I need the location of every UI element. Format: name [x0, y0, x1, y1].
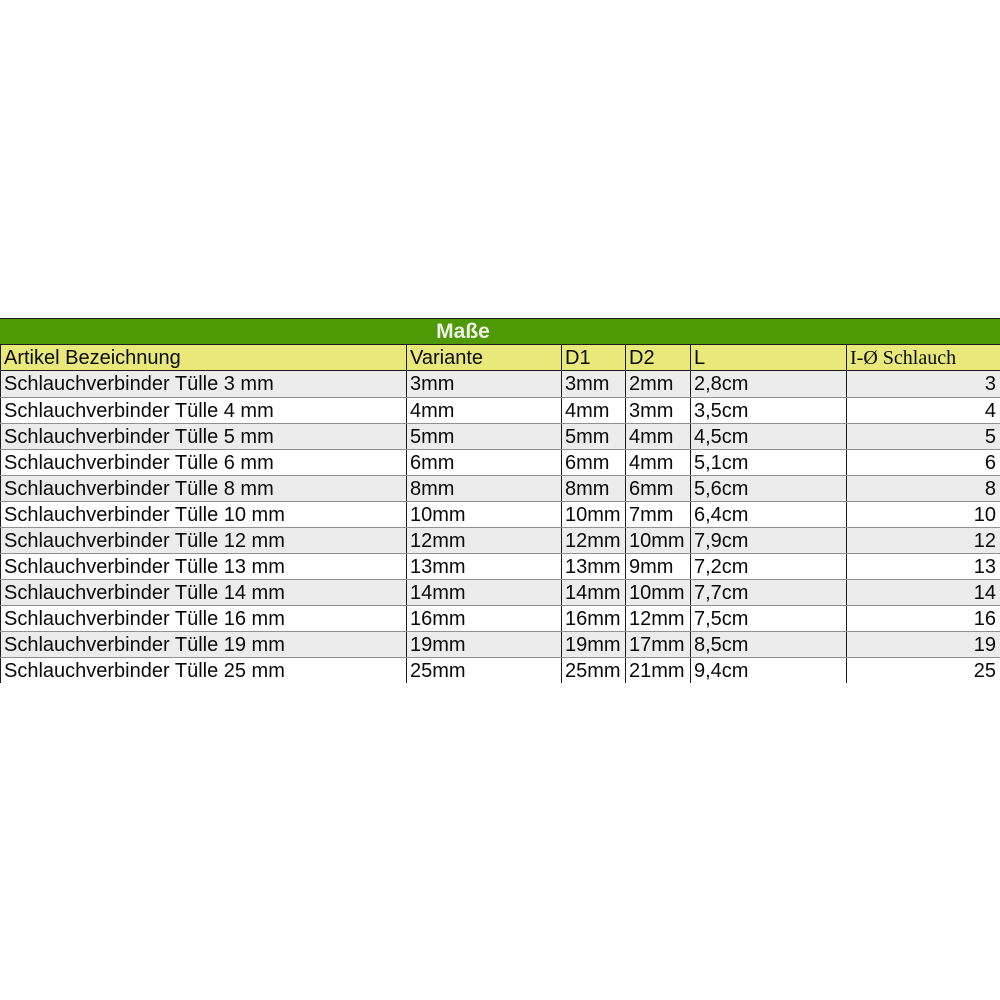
cell-schlauch-diameter: 12: [846, 528, 1000, 553]
column-header-artikel-bezeichnung: Artikel Bezeichnung: [0, 345, 406, 370]
cell-d1: 16mm: [561, 606, 625, 631]
cell-l: 9,4cm: [690, 658, 846, 683]
column-header-d2: D2: [625, 345, 690, 370]
column-header-l: L: [690, 345, 846, 370]
cell-variante: 3mm: [406, 371, 561, 397]
table-row: Schlauchverbinder Tülle 4 mm 4mm 4mm 3mm…: [0, 397, 1000, 423]
column-header-d1: D1: [561, 345, 625, 370]
cell-variante: 25mm: [406, 658, 561, 683]
cell-d1: 5mm: [561, 424, 625, 449]
dimensions-table: Maße Artikel Bezeichnung Variante D1 D2 …: [0, 318, 1000, 683]
cell-d2: 10mm: [625, 528, 690, 553]
cell-l: 7,7cm: [690, 580, 846, 605]
cell-d1: 13mm: [561, 554, 625, 579]
cell-d2: 4mm: [625, 450, 690, 475]
cell-l: 7,2cm: [690, 554, 846, 579]
cell-schlauch-diameter: 25: [846, 658, 1000, 683]
cell-schlauch-diameter: 5: [846, 424, 1000, 449]
table-row: Schlauchverbinder Tülle 5 mm 5mm 5mm 4mm…: [0, 423, 1000, 449]
cell-d1: 19mm: [561, 632, 625, 657]
table-row: Schlauchverbinder Tülle 14 mm 14mm 14mm …: [0, 579, 1000, 605]
cell-l: 7,5cm: [690, 606, 846, 631]
cell-variante: 4mm: [406, 398, 561, 423]
cell-l: 4,5cm: [690, 424, 846, 449]
table-header-row: Artikel Bezeichnung Variante D1 D2 L I-Ø…: [0, 344, 1000, 371]
cell-variante: 16mm: [406, 606, 561, 631]
cell-artikel-bezeichnung: Schlauchverbinder Tülle 10 mm: [0, 502, 406, 527]
cell-schlauch-diameter: 19: [846, 632, 1000, 657]
cell-schlauch-diameter: 3: [846, 371, 1000, 397]
cell-d2: 2mm: [625, 371, 690, 397]
table-row: Schlauchverbinder Tülle 13 mm 13mm 13mm …: [0, 553, 1000, 579]
cell-l: 5,1cm: [690, 450, 846, 475]
cell-variante: 6mm: [406, 450, 561, 475]
table-title-bar: Maße: [0, 318, 1000, 344]
cell-d1: 25mm: [561, 658, 625, 683]
cell-artikel-bezeichnung: Schlauchverbinder Tülle 8 mm: [0, 476, 406, 501]
cell-schlauch-diameter: 16: [846, 606, 1000, 631]
cell-schlauch-diameter: 4: [846, 398, 1000, 423]
cell-variante: 8mm: [406, 476, 561, 501]
cell-l: 5,6cm: [690, 476, 846, 501]
cell-artikel-bezeichnung: Schlauchverbinder Tülle 12 mm: [0, 528, 406, 553]
cell-d2: 6mm: [625, 476, 690, 501]
cell-artikel-bezeichnung: Schlauchverbinder Tülle 3 mm: [0, 371, 406, 397]
cell-d2: 17mm: [625, 632, 690, 657]
table-row: Schlauchverbinder Tülle 6 mm 6mm 6mm 4mm…: [0, 449, 1000, 475]
cell-variante: 19mm: [406, 632, 561, 657]
cell-artikel-bezeichnung: Schlauchverbinder Tülle 6 mm: [0, 450, 406, 475]
table-row: Schlauchverbinder Tülle 25 mm 25mm 25mm …: [0, 657, 1000, 683]
table-row: Schlauchverbinder Tülle 10 mm 10mm 10mm …: [0, 501, 1000, 527]
cell-schlauch-diameter: 10: [846, 502, 1000, 527]
cell-variante: 5mm: [406, 424, 561, 449]
table-body: Schlauchverbinder Tülle 3 mm 3mm 3mm 2mm…: [0, 371, 1000, 683]
cell-artikel-bezeichnung: Schlauchverbinder Tülle 13 mm: [0, 554, 406, 579]
cell-d1: 12mm: [561, 528, 625, 553]
column-header-variante: Variante: [406, 345, 561, 370]
cell-d1: 4mm: [561, 398, 625, 423]
cell-artikel-bezeichnung: Schlauchverbinder Tülle 19 mm: [0, 632, 406, 657]
cell-d1: 10mm: [561, 502, 625, 527]
cell-variante: 14mm: [406, 580, 561, 605]
cell-variante: 10mm: [406, 502, 561, 527]
cell-d2: 7mm: [625, 502, 690, 527]
cell-d2: 12mm: [625, 606, 690, 631]
cell-schlauch-diameter: 13: [846, 554, 1000, 579]
cell-schlauch-diameter: 8: [846, 476, 1000, 501]
cell-artikel-bezeichnung: Schlauchverbinder Tülle 25 mm: [0, 658, 406, 683]
table-row: Schlauchverbinder Tülle 3 mm 3mm 3mm 2mm…: [0, 371, 1000, 397]
cell-l: 3,5cm: [690, 398, 846, 423]
cell-artikel-bezeichnung: Schlauchverbinder Tülle 4 mm: [0, 398, 406, 423]
cell-d1: 6mm: [561, 450, 625, 475]
cell-l: 6,4cm: [690, 502, 846, 527]
cell-d1: 3mm: [561, 371, 625, 397]
cell-schlauch-diameter: 6: [846, 450, 1000, 475]
cell-d1: 8mm: [561, 476, 625, 501]
cell-d2: 21mm: [625, 658, 690, 683]
table-row: Schlauchverbinder Tülle 12 mm 12mm 12mm …: [0, 527, 1000, 553]
cell-artikel-bezeichnung: Schlauchverbinder Tülle 5 mm: [0, 424, 406, 449]
cell-d2: 9mm: [625, 554, 690, 579]
cell-l: 8,5cm: [690, 632, 846, 657]
cell-variante: 12mm: [406, 528, 561, 553]
table-row: Schlauchverbinder Tülle 8 mm 8mm 8mm 6mm…: [0, 475, 1000, 501]
cell-d2: 10mm: [625, 580, 690, 605]
cell-d2: 3mm: [625, 398, 690, 423]
cell-artikel-bezeichnung: Schlauchverbinder Tülle 14 mm: [0, 580, 406, 605]
cell-variante: 13mm: [406, 554, 561, 579]
cell-d1: 14mm: [561, 580, 625, 605]
table-row: Schlauchverbinder Tülle 19 mm 19mm 19mm …: [0, 631, 1000, 657]
cell-l: 2,8cm: [690, 371, 846, 397]
cell-l: 7,9cm: [690, 528, 846, 553]
cell-artikel-bezeichnung: Schlauchverbinder Tülle 16 mm: [0, 606, 406, 631]
column-header-schlauch-diameter: I-Ø Schlauch: [846, 345, 1000, 370]
cell-schlauch-diameter: 14: [846, 580, 1000, 605]
table-title: Maße: [436, 320, 490, 343]
cell-d2: 4mm: [625, 424, 690, 449]
table-row: Schlauchverbinder Tülle 16 mm 16mm 16mm …: [0, 605, 1000, 631]
